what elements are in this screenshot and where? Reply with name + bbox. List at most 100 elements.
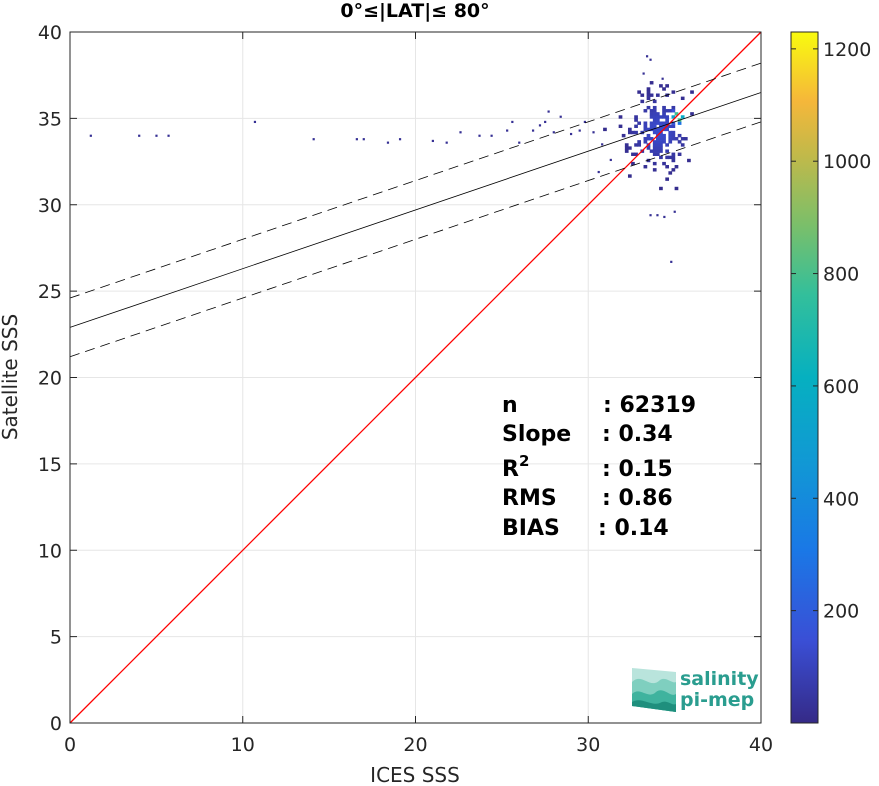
density-point [431,139,434,143]
y-tick-label: 25 [38,281,62,303]
density-cell [655,146,660,150]
density-cell [674,112,679,116]
density-cell [649,81,654,85]
density-cell [603,127,607,132]
density-cell [659,143,663,147]
density-cell [662,137,666,141]
density-point [544,120,547,124]
density-cell [655,121,660,125]
identity-line [69,31,762,724]
density-cell [659,84,663,88]
y-tick-label: 40 [38,22,62,44]
density-cell [671,124,676,129]
density-cell [646,105,651,110]
density-point [89,134,92,137]
density-cell [646,137,651,141]
density-point [362,138,365,141]
density-cell [674,186,679,191]
y-tick-label: 0 [50,713,62,735]
density-cell [646,133,651,138]
density-cell [634,143,638,147]
density-cell [652,124,657,129]
density-cell [652,161,657,166]
salinity-pi-mep-logo: salinity pi-mep [632,668,759,712]
density-cell [652,109,657,113]
scatter-density-points [89,55,694,263]
density-cell [652,143,657,147]
density-cell [659,149,663,153]
density-point [645,55,649,58]
density-point [583,120,586,124]
density-cell [627,127,632,132]
density-point [312,138,315,141]
regression-fit-line [69,92,762,328]
colorbar-tick-label: 1000 [823,151,871,173]
colorbar-ticks: 200 400 600 800 1000 1200 [791,39,871,623]
upper-confidence-line [69,62,762,299]
density-cell [677,140,682,144]
colorbar-tick-label: 1200 [823,39,871,61]
density-point [656,214,659,217]
density-cell [668,130,673,135]
density-point [649,58,652,61]
density-cell [655,112,660,116]
density-point [386,141,390,144]
x-axis-ticks: 0 10 20 30 40 [64,32,773,756]
density-cell [662,133,666,138]
colorbar [790,31,819,724]
y-tick-label: 35 [38,108,62,130]
density-cell [652,130,657,135]
density-cell [634,124,638,129]
density-cell [655,149,660,153]
y-tick-label: 10 [38,540,62,562]
density-point [478,134,481,137]
density-cell [659,146,663,150]
logo-text-line2: pi-mep [680,689,754,711]
density-cell [627,130,632,135]
density-cell [659,140,663,144]
density-cell [677,121,682,125]
density-point [609,158,612,162]
stat-label: BIAS [502,516,560,541]
density-point [661,77,664,80]
density-point [155,134,158,137]
density-point [649,214,652,217]
density-cell [677,133,682,138]
density-cell [624,146,629,150]
density-cell [665,127,670,132]
density-cell [671,105,676,110]
density-cell [680,115,685,119]
density-cell [665,165,670,169]
statistics-annotation: n: 62319 Slope: 0.34 R2: 0.15 RMS: 0.86 BIAS… [502,393,696,541]
density-point [490,134,493,137]
stat-label-text: BIAS [502,516,560,541]
stat-label-text: n [502,393,518,418]
density-cell [671,152,676,156]
density-cell [646,96,651,101]
density-cell [655,143,660,147]
density-cell [652,99,657,104]
stat-label-text: R [502,457,519,482]
stat-value: : 0.14 [598,516,669,541]
density-cell [634,130,638,135]
density-cell [618,115,623,119]
density-cell [649,121,654,125]
density-cell [646,146,651,150]
density-cell [662,121,666,125]
density-cell [665,84,670,88]
density-cell [662,87,666,91]
colorbar-tick-label: 200 [823,601,859,623]
density-point [547,110,550,113]
density-cell [634,152,638,156]
density-cell [668,155,673,160]
density-cell [690,90,694,94]
x-axis-label: ICES SSS [370,763,460,786]
density-cell [655,130,660,135]
density-cell [649,115,654,119]
density-cell [649,137,654,141]
stat-value: : 62319 [603,393,696,418]
density-cell [655,127,660,132]
density-cell [671,121,676,125]
density-cell [668,124,673,129]
density-point [673,210,676,213]
